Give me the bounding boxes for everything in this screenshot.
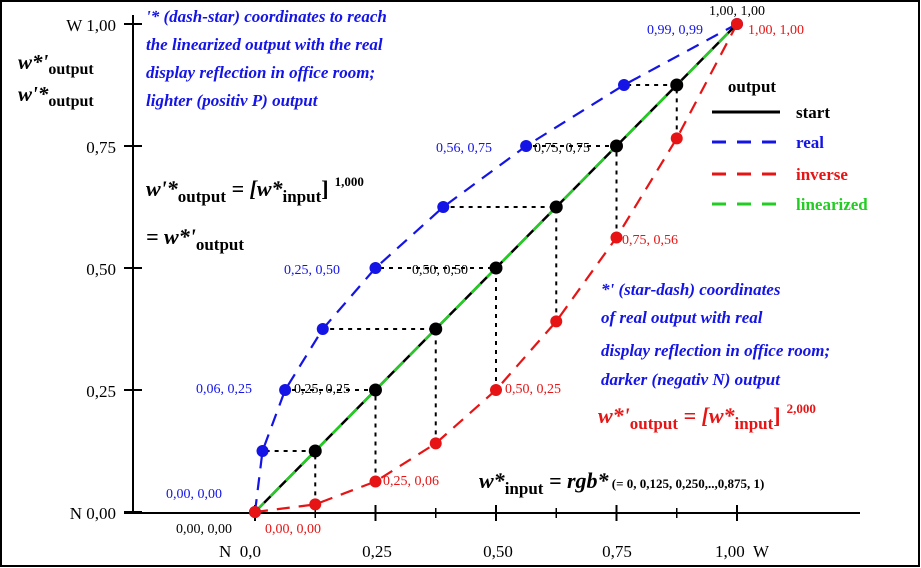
blue-note-line: '* (dash-star) coordinates to reach (146, 7, 387, 26)
data-point-real (520, 140, 533, 152)
legend-title: output (728, 77, 777, 96)
data-point-real (618, 79, 631, 91)
data-point-real (369, 262, 382, 274)
red-note-line: *' (star-dash) coordinates (601, 280, 781, 299)
point-label: 1,00, 1,00 (748, 23, 804, 38)
equation-input: w*input = rgb* (= 0, 0,125, 0,250,..,0,8… (479, 468, 764, 498)
blue-note-line: the linearized output with the real (146, 35, 383, 54)
blue-note-line: lighter (positiv P) output (146, 91, 319, 110)
data-point-start (308, 444, 322, 458)
legend-rows: start real inverse linearized (712, 103, 868, 214)
point-label: 0,75, 0,75 (534, 141, 590, 156)
legend-label-linearized: linearized (796, 195, 868, 214)
legend-label-start: start (796, 103, 830, 122)
point-label: 0,00, 0,00 (166, 487, 222, 502)
data-point-start (549, 200, 563, 214)
point-label: 0,50, 0,25 (505, 382, 561, 397)
y-tick-label: 0,75 (86, 138, 116, 157)
legend-label-real: real (796, 133, 824, 152)
point-label: 1,00, 1,00 (709, 4, 765, 19)
y-tick-label: N 0,00 (70, 504, 116, 523)
data-points (249, 18, 743, 518)
point-label: 0,99, 0,99 (647, 23, 703, 38)
data-point-inverse (429, 437, 442, 450)
point-label: 0,25, 0,50 (284, 263, 340, 278)
point-label: 0,75, 0,56 (622, 233, 678, 248)
y-tick-label: W 1,00 (66, 16, 116, 35)
data-point-inverse (731, 18, 743, 30)
point-label: 0,56, 0,75 (436, 141, 492, 156)
equation-equals: = w*'output (146, 224, 244, 254)
data-point-real (279, 384, 292, 396)
data-point-inverse (369, 475, 382, 488)
x-tick-label: N 0,0 (219, 542, 261, 561)
y-axis-title-line1: w*'output (18, 50, 94, 78)
data-point-real (316, 323, 329, 335)
data-point-inverse (670, 132, 683, 145)
data-point-real (437, 201, 450, 213)
y-tick-label: 0,25 (86, 382, 116, 401)
data-point-real (256, 445, 269, 457)
data-point-start (610, 139, 623, 153)
equation-linear: w'*output = [w*input] 1,000 (146, 174, 364, 206)
point-label: 0,00, 0,00 (176, 522, 232, 537)
data-point-inverse (249, 506, 261, 518)
connector-line (443, 206, 558, 322)
point-label: 0,25, 0,06 (383, 474, 439, 489)
x-tick-label: 0,75 (602, 542, 632, 561)
x-tick-label: 1,00 W (715, 542, 770, 561)
point-label: 0,06, 0,25 (196, 382, 252, 397)
data-point-start (429, 322, 443, 336)
red-note-line: of real output with real (601, 308, 763, 327)
point-label: 0,25, 0,25 (294, 382, 350, 397)
blue-note-line: display reflection in office room; (146, 63, 375, 82)
data-point-start (369, 383, 382, 397)
legend-label-inverse: inverse (796, 165, 848, 184)
point-label: 0,00, 0,00 (265, 522, 321, 537)
x-tick-label: 0,25 (362, 542, 392, 561)
equation-power: w*'output = [w*input] 2,000 (598, 401, 816, 433)
y-axis-title-line2: w'*output (18, 82, 94, 110)
data-point-inverse (550, 315, 563, 328)
data-point-inverse (610, 231, 623, 244)
connector-line (322, 328, 437, 444)
data-point-inverse (490, 384, 502, 396)
data-point-inverse (309, 498, 322, 511)
y-tick-label: 0,50 (86, 260, 116, 279)
data-point-start (670, 78, 684, 92)
data-point-start (489, 261, 503, 275)
red-note-line: display reflection in office room; (601, 341, 830, 360)
point-label: 0,50, 0,50 (412, 263, 468, 278)
legend: output start real inverse linearized (712, 77, 868, 214)
x-tick-label: 0,50 (483, 542, 513, 561)
red-note-line: darker (negativ N) output (601, 370, 781, 389)
